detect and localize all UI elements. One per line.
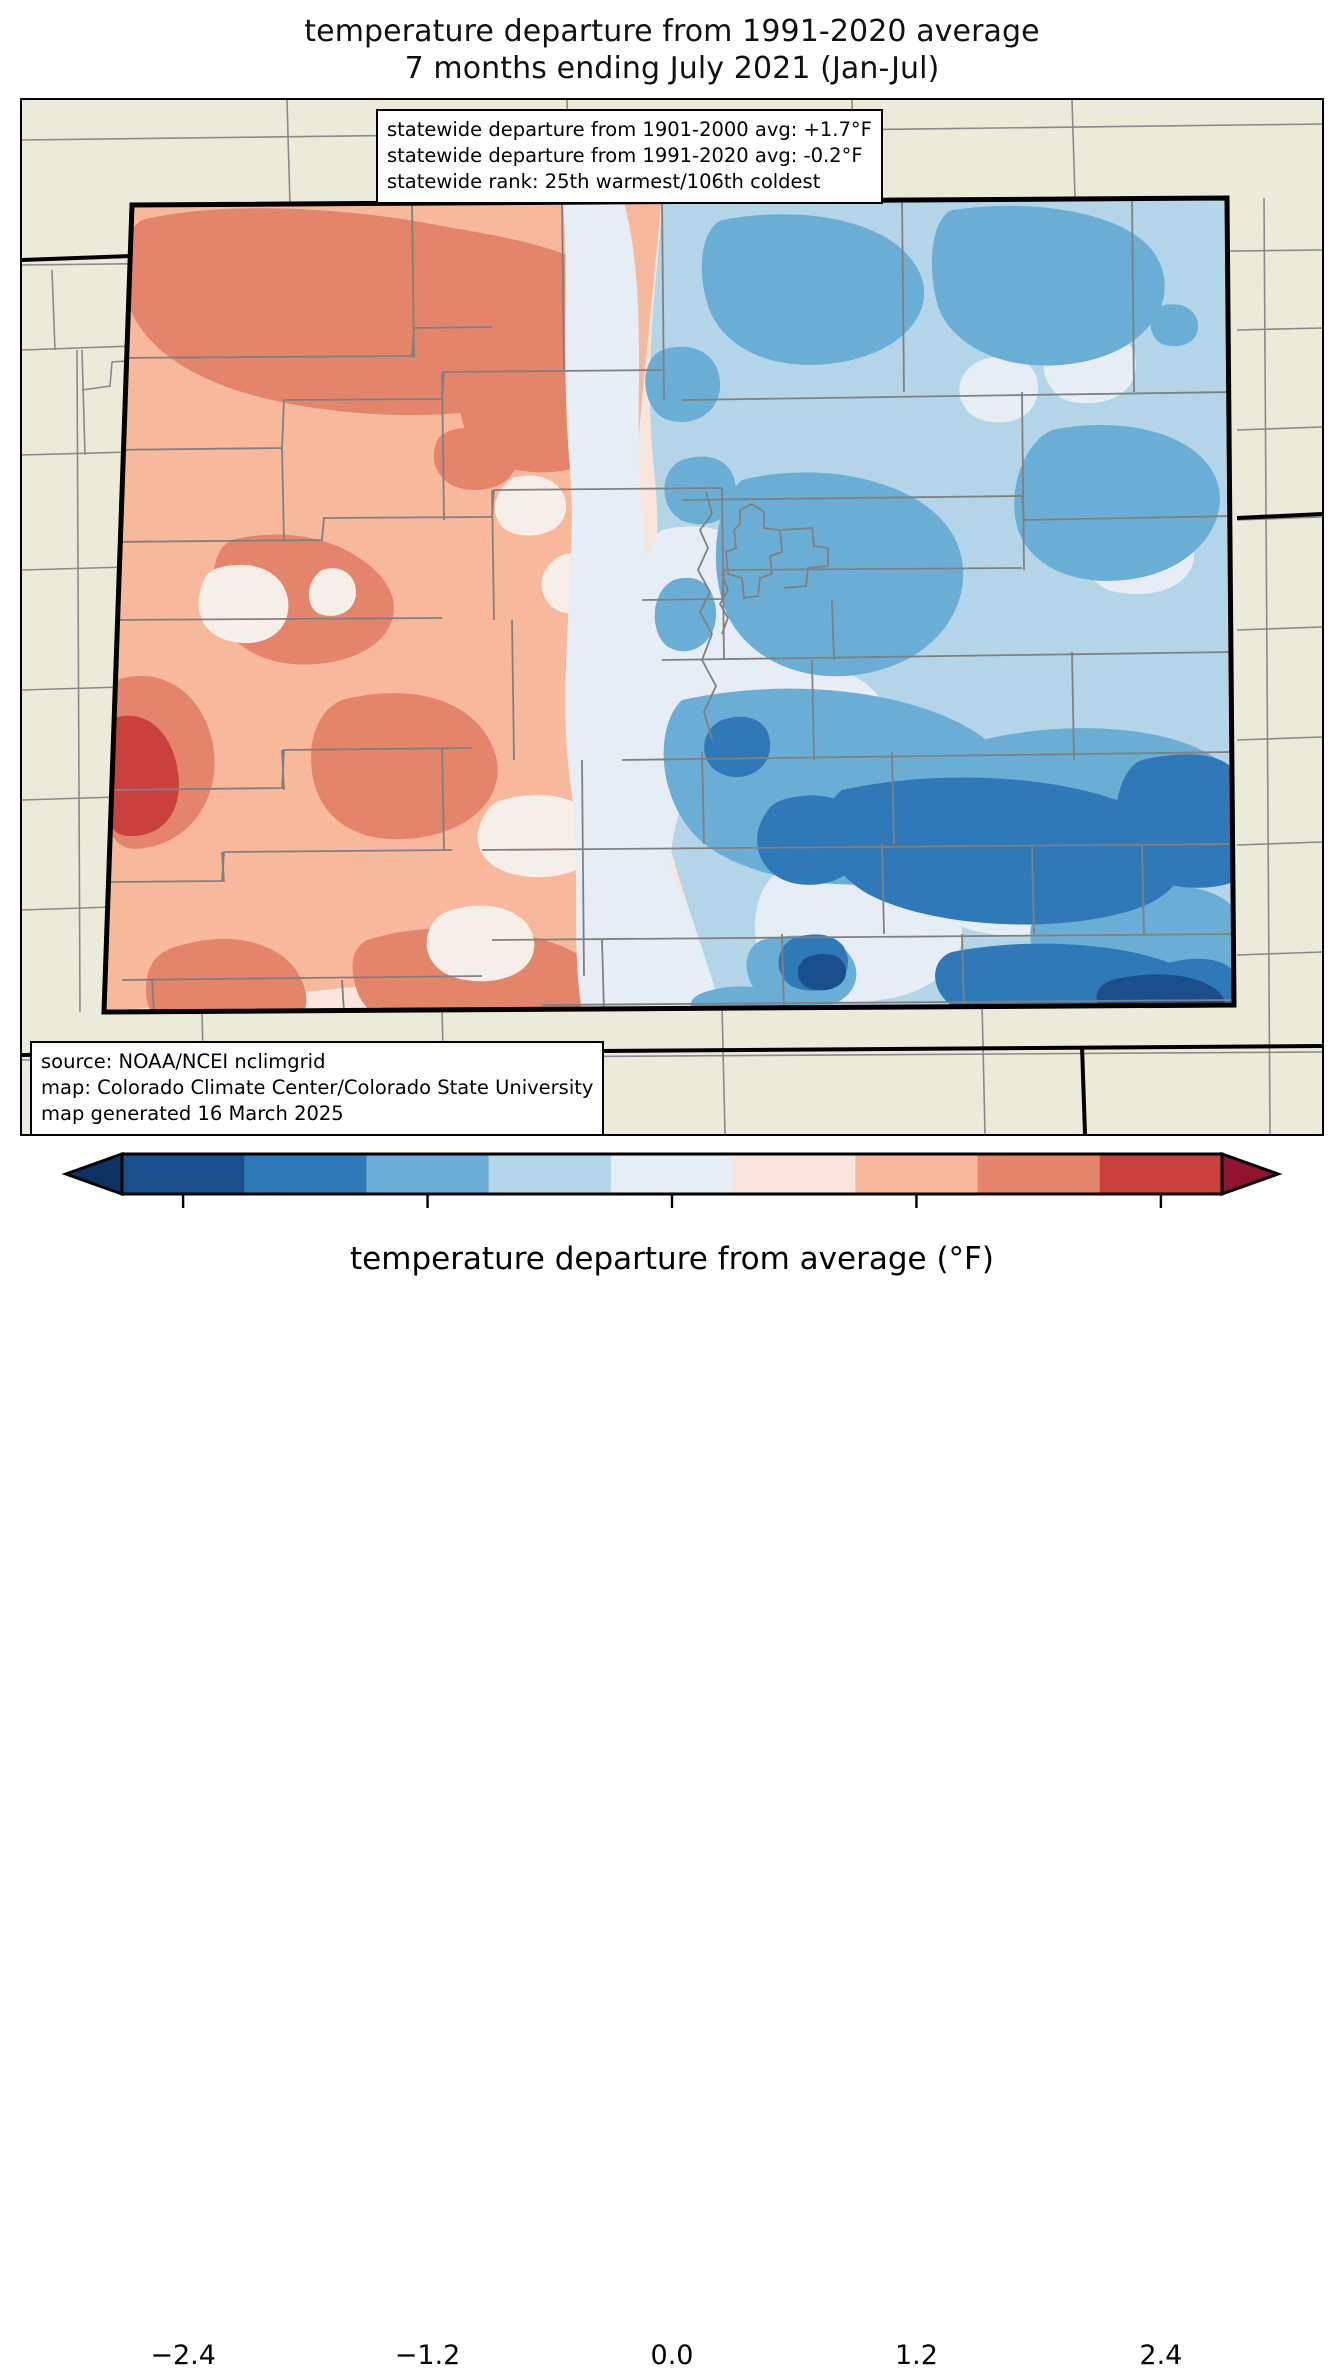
colorbar-band-7 <box>977 1154 1101 1194</box>
colorbar-band-1 <box>244 1154 368 1194</box>
colorbar-tick-label-2: 0.0 <box>650 2340 694 2371</box>
colorbar-band-4 <box>610 1154 734 1194</box>
colorbar-band-6 <box>855 1154 979 1194</box>
title-line-2: 7 months ending July 2021 (Jan-Jul) <box>404 50 940 86</box>
colorbar-container: −2.4 −1.2 0.0 1.2 2.4 <box>0 1142 1344 2371</box>
map-panel <box>20 98 1324 1136</box>
statewide-statistics-box: statewide departure from 1901-2000 avg: … <box>376 109 883 205</box>
colorbar-band-0 <box>122 1154 245 1194</box>
colorbar-cap-min <box>61 1151 124 1197</box>
source-attribution-box: source: NOAA/NCEI nclimgrid map: Colorad… <box>30 1041 605 1137</box>
colorbar-band-3 <box>488 1154 612 1194</box>
stats-line-1: statewide departure from 1901-2000 avg: … <box>387 118 872 141</box>
climate-map-figure: temperature departure from 1991-2020 ave… <box>0 14 1344 2371</box>
source-line-3: map generated 16 March 2025 <box>41 1102 344 1126</box>
colorbar <box>61 1151 1283 1208</box>
stats-line-2: statewide departure from 1991-2020 avg: … <box>387 144 863 168</box>
colorbar-axis-label: temperature departure from average (°F) <box>350 1241 994 1277</box>
colorbar-band-2 <box>366 1154 490 1194</box>
source-line-1: source: NOAA/NCEI nclimgrid <box>41 1050 326 1073</box>
colorbar-ticks <box>181 1194 1163 1208</box>
colorbar-band-5 <box>733 1154 856 1194</box>
colorbar-tick-label-0: −2.4 <box>150 2340 216 2371</box>
figure-title: temperature departure from 1991-2020 ave… <box>0 14 1344 87</box>
source-line-2: map: Colorado Climate Center/Colorado St… <box>41 1076 594 1100</box>
colorado-temperature-anomaly-map <box>22 100 1322 1134</box>
colorbar-tick-label-1: −1.2 <box>394 2340 461 2371</box>
colorado-county-lines <box>104 198 1234 1012</box>
anomaly-contour-fill <box>104 198 1234 1012</box>
stats-line-3: statewide rank: 25th warmest/106th colde… <box>387 170 821 194</box>
colorbar-cap-max <box>1220 1151 1283 1197</box>
colorbar-bands <box>61 1151 1283 1197</box>
title-line-1: temperature departure from 1991-2020 ave… <box>304 14 1040 49</box>
colorbar-tick-label-4: 2.4 <box>1139 2340 1183 2371</box>
colorbar-tick-label-3: 1.2 <box>894 2340 938 2371</box>
colorbar-band-8 <box>1099 1154 1223 1194</box>
